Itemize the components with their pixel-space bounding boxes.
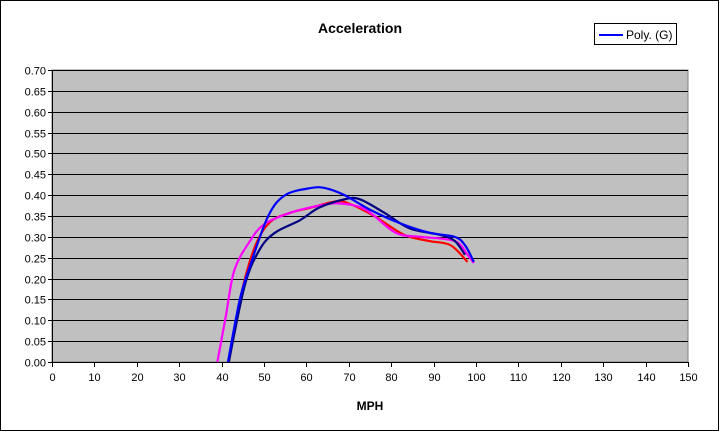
x-tick-label: 10 — [88, 372, 100, 384]
chart-title: Acceleration — [318, 20, 402, 36]
y-tick-label: 0.50 — [25, 149, 46, 161]
x-tick-label: 50 — [258, 372, 270, 384]
x-tick-label: 60 — [300, 372, 312, 384]
x-tick-label: 40 — [216, 372, 228, 384]
y-tick-label: 0.05 — [25, 337, 46, 349]
y-tick-label: 0.25 — [25, 254, 46, 266]
x-tick-label: 150 — [679, 372, 697, 384]
x-tick-label: 80 — [385, 372, 397, 384]
y-tick-label: 0.35 — [25, 212, 46, 224]
y-tick-label: 0.45 — [25, 170, 46, 182]
x-tick-label: 20 — [131, 372, 143, 384]
y-tick-label: 0.55 — [25, 129, 46, 141]
x-tick-label: 140 — [637, 372, 655, 384]
x-tick-label: 100 — [467, 372, 485, 384]
y-tick-label: 0.65 — [25, 87, 46, 99]
y-tick-label: 0.70 — [25, 66, 46, 78]
x-axis-label: MPH — [357, 399, 384, 413]
x-tick-label: 90 — [428, 372, 440, 384]
y-tick-label: 0.40 — [25, 191, 46, 203]
legend-label: Poly. (G) — [626, 28, 672, 42]
x-tick-label: 0 — [49, 372, 55, 384]
legend: Poly. (G) — [594, 23, 677, 45]
y-tick-label: 0.10 — [25, 316, 46, 328]
x-tick-label: 30 — [173, 372, 185, 384]
y-tick-label: 0.60 — [25, 108, 46, 120]
x-tick-label: 120 — [552, 372, 570, 384]
legend-box — [594, 23, 677, 45]
y-tick-label: 0.30 — [25, 233, 46, 245]
y-tick-label: 0.00 — [25, 358, 46, 370]
y-tick-label: 0.15 — [25, 295, 46, 307]
x-tick-label: 70 — [343, 372, 355, 384]
x-tick-label: 110 — [510, 372, 528, 384]
series-line-3 — [226, 186, 475, 363]
y-tick-label: 0.20 — [25, 275, 46, 287]
x-tick-label: 130 — [594, 372, 612, 384]
